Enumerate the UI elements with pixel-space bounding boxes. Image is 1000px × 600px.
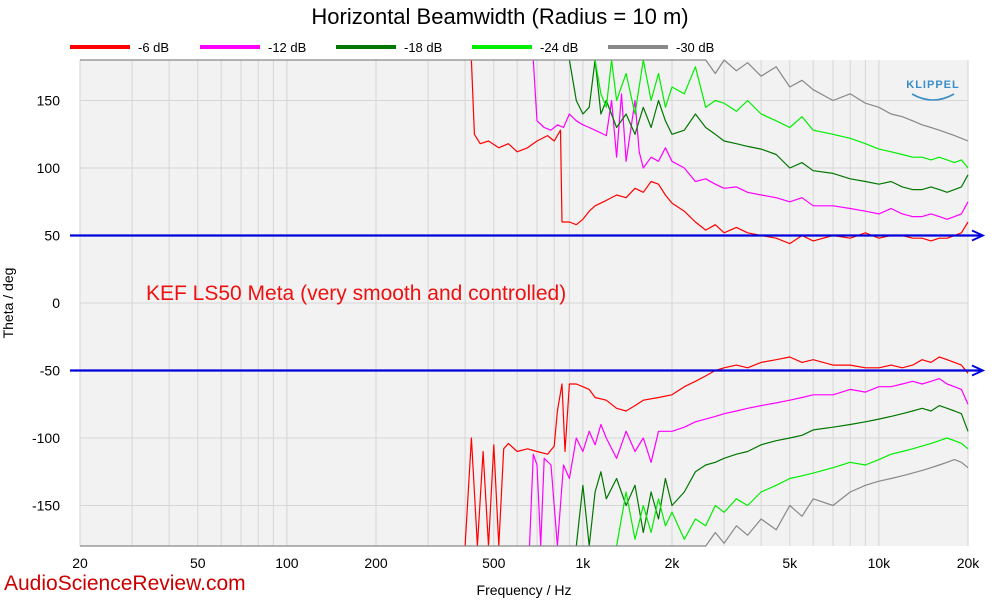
y-tick-label: 0: [52, 295, 60, 311]
y-tick-label: 150: [37, 93, 61, 109]
y-tick-label: -50: [40, 363, 60, 379]
x-tick-label: 100: [275, 555, 299, 571]
reference-lines: [70, 229, 986, 377]
x-tick-label: 2k: [665, 555, 681, 571]
series-line-1-lower: [464, 356, 969, 547]
reference-arrow-1: [971, 229, 986, 242]
series-line-5-lower: [80, 459, 969, 547]
klippel-logo-text: KLIPPEL: [906, 79, 959, 91]
y-tick-label: 50: [44, 228, 60, 244]
x-axis-label: Frequency / Hz: [477, 582, 572, 598]
legend-label: -12 dB: [268, 40, 306, 55]
x-tick-label: 50: [190, 555, 206, 571]
y-axis-ticks: 150 100 50 0 -50 -100 -150: [32, 93, 60, 514]
series-line-2-lower: [528, 378, 969, 547]
x-tick-label: 200: [364, 555, 388, 571]
y-tick-label: -150: [32, 498, 60, 514]
klippel-logo-arc: [911, 93, 955, 101]
x-tick-label: 10k: [868, 555, 892, 571]
legend-label: -6 dB: [138, 40, 169, 55]
series-line-3-lower: [575, 405, 969, 547]
series-line-3-upper: [568, 59, 969, 193]
klippel-logo: KLIPPEL: [906, 79, 959, 101]
x-axis-ticks: 20 50 100 200 500 1k 2k 5k 10k 20k: [72, 555, 980, 571]
chart-title: Horizontal Beamwidth (Radius = 10 m): [311, 4, 688, 29]
x-tick-label: 20k: [957, 555, 981, 571]
legend-label: -24 dB: [540, 40, 578, 55]
x-tick-label: 5k: [782, 555, 798, 571]
series-line-4-upper: [594, 59, 969, 169]
legend: -6 dB -12 dB -18 dB -24 dB -30 dB: [70, 40, 714, 55]
x-tick-label: 500: [482, 555, 506, 571]
legend-label: -30 dB: [676, 40, 714, 55]
series-line-5-upper: [80, 59, 969, 142]
legend-label: -18 dB: [404, 40, 442, 55]
watermark: AudioScienceReview.com: [4, 572, 246, 595]
y-tick-label: -100: [32, 430, 60, 446]
y-axis-label: Theta / deg: [0, 268, 16, 339]
chart-annotation: KEF LS50 Meta (very smooth and controlle…: [146, 282, 566, 305]
x-tick-label: 20: [72, 555, 88, 571]
x-tick-label: 1k: [575, 555, 591, 571]
series-line-2-upper: [532, 59, 969, 220]
reference-arrow-2: [971, 364, 986, 377]
y-tick-label: 100: [37, 160, 61, 176]
series-line-4-lower: [616, 437, 969, 547]
